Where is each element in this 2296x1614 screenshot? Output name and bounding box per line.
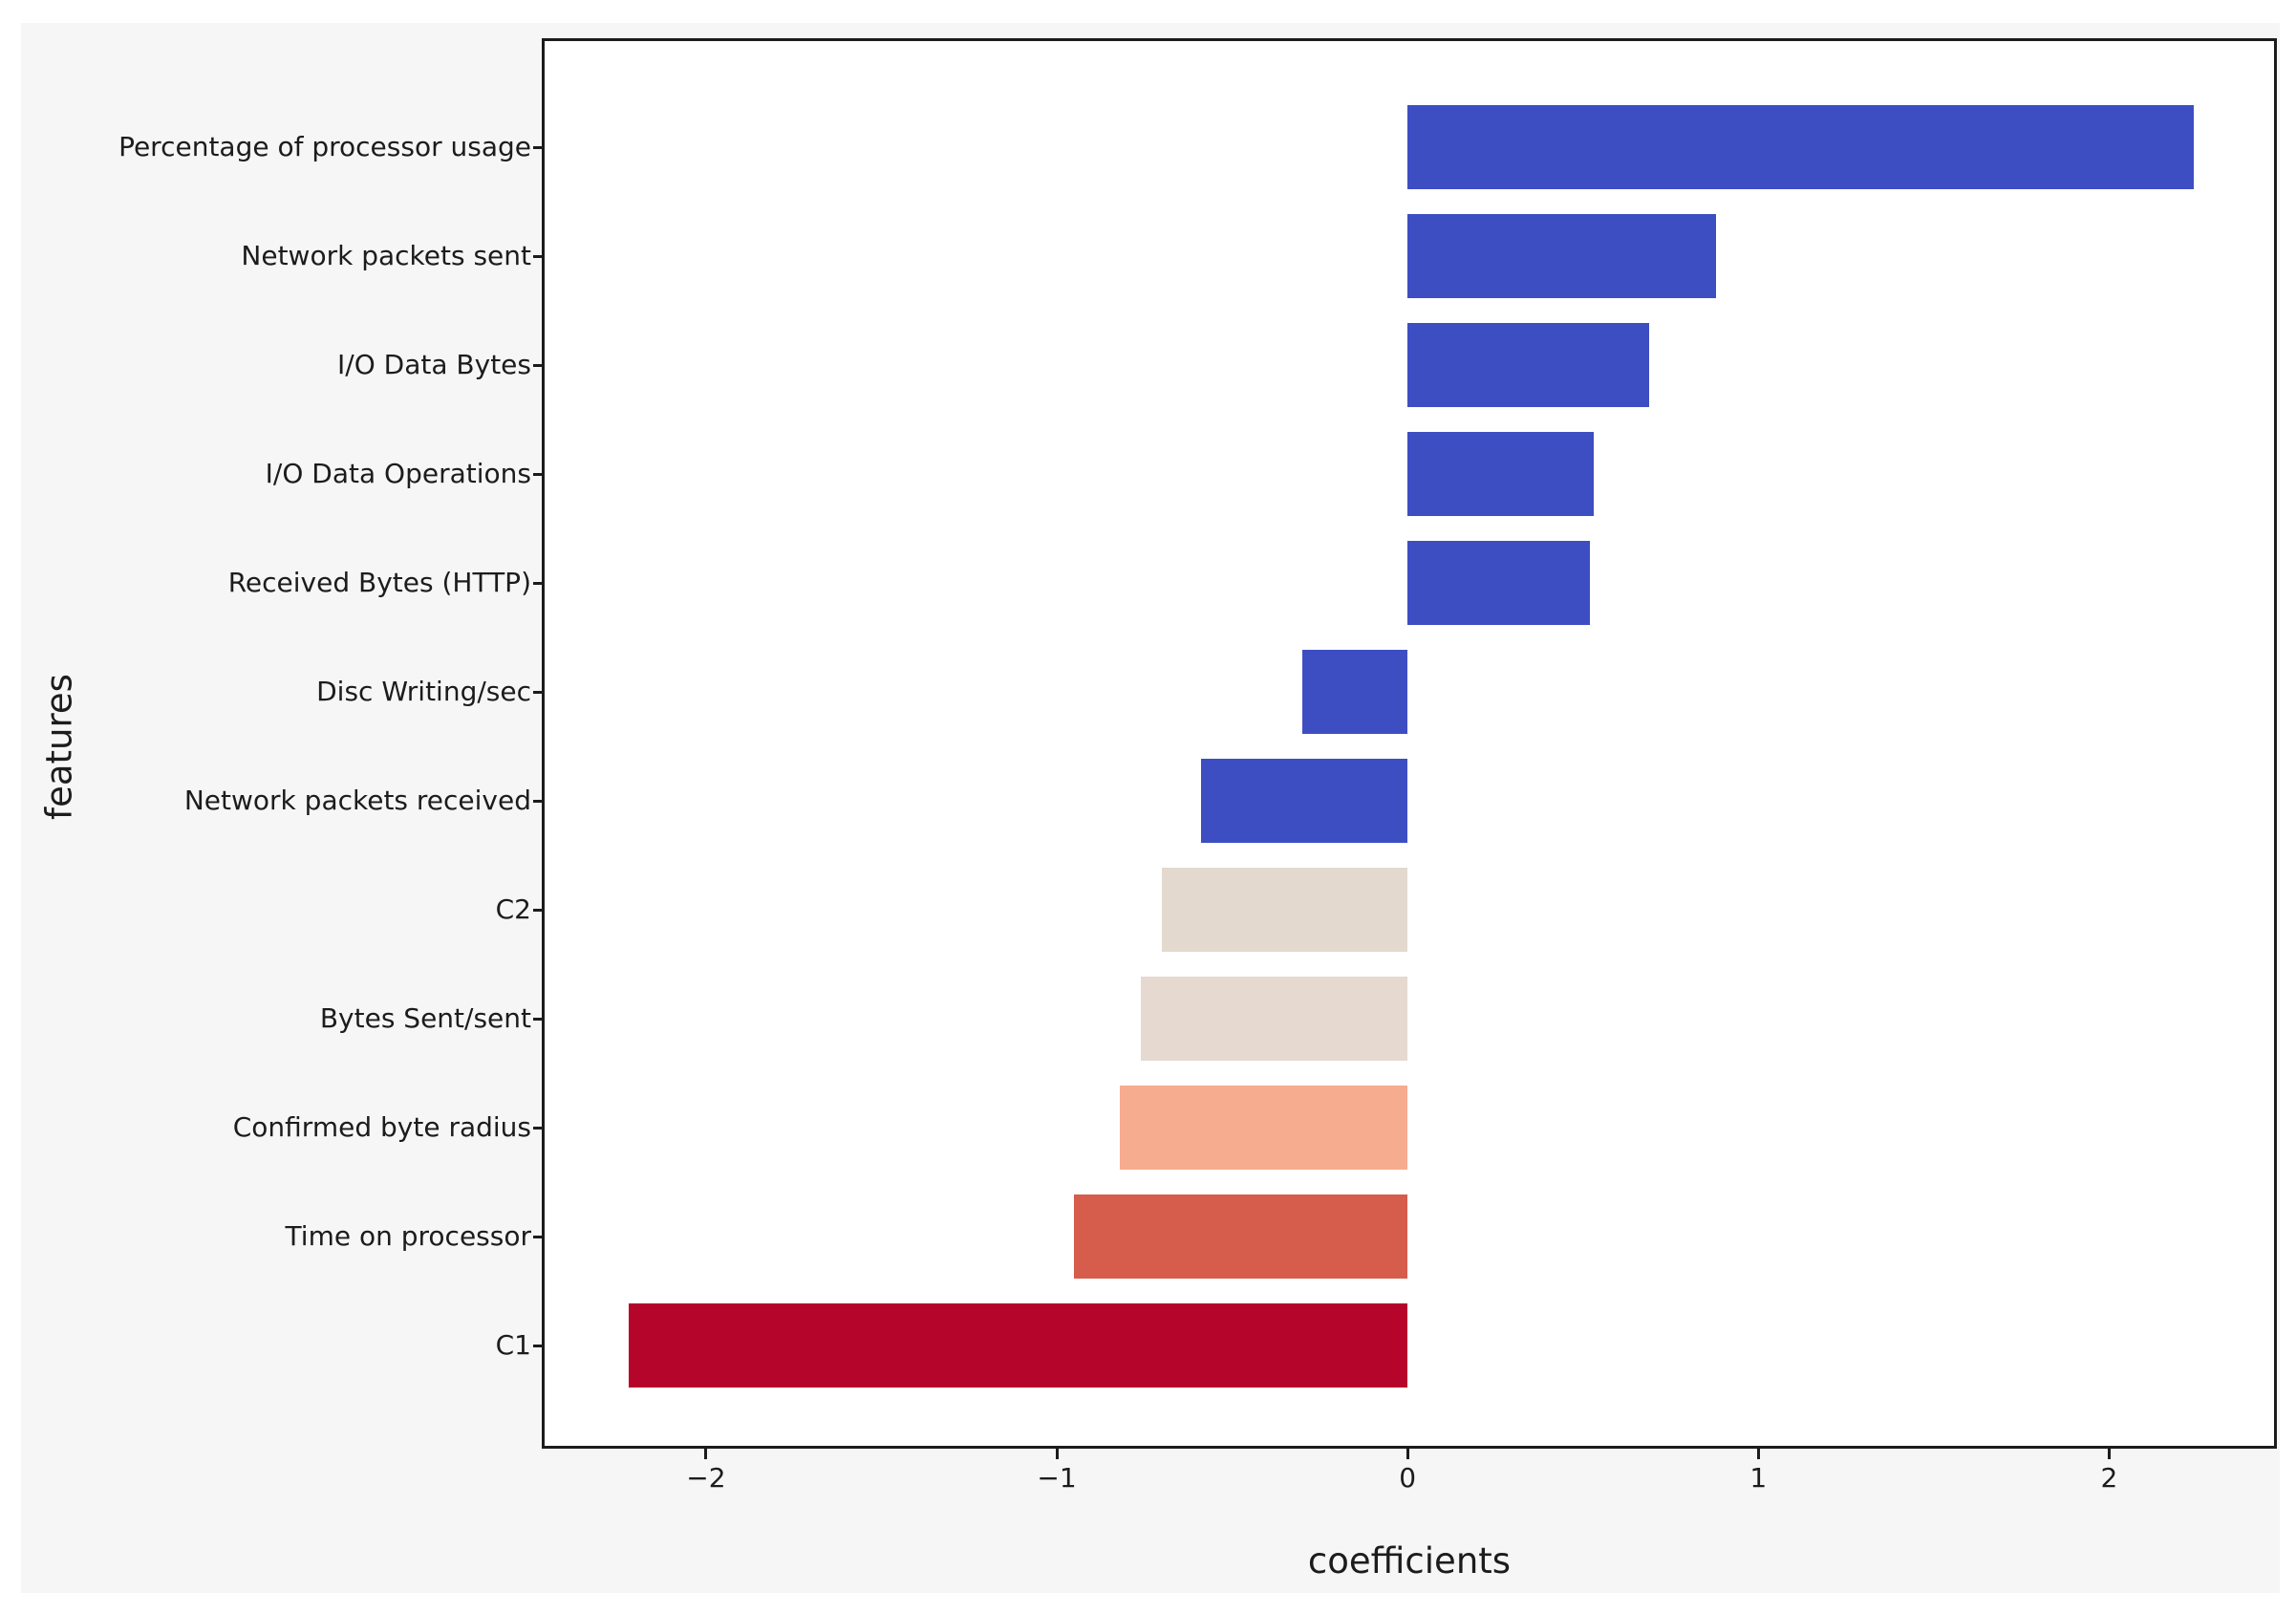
- y-tick-mark: [533, 1127, 545, 1130]
- bar-confirmed-byte-radius: [1120, 1086, 1408, 1170]
- bar-c2: [1162, 868, 1408, 952]
- x-tick-mark: [704, 1448, 708, 1459]
- x-axis-title: coefficients: [1307, 1540, 1512, 1582]
- x-tick-label: 0: [1399, 1462, 1417, 1494]
- bar-i-o-data-bytes: [1407, 323, 1650, 407]
- y-tick-label: I/O Data Operations: [265, 458, 531, 489]
- y-tick-mark: [533, 582, 545, 585]
- y-tick-mark: [533, 1018, 545, 1021]
- y-tick-mark: [533, 691, 545, 694]
- bar-disc-writing-sec: [1302, 650, 1408, 734]
- y-tick-label: Bytes Sent/sent: [319, 1002, 531, 1034]
- x-tick-mark: [1055, 1448, 1059, 1459]
- x-tick-label: 2: [2100, 1462, 2118, 1494]
- x-tick-mark: [1756, 1448, 1760, 1459]
- y-tick-label: Percentage of processor usage: [118, 131, 531, 162]
- x-tick-label: −1: [1037, 1462, 1077, 1494]
- bar-received-bytes-http: [1407, 541, 1591, 625]
- y-tick-label: Network packets received: [183, 785, 531, 816]
- y-tick-label: Network packets sent: [241, 240, 531, 271]
- bar-time-on-processor: [1074, 1194, 1408, 1279]
- figure-background: Percentage of processor usage Network pac…: [21, 23, 2280, 1593]
- y-tick-mark: [533, 473, 545, 476]
- bar-percentage-of-processor-usage: [1407, 105, 2194, 189]
- x-tick-mark: [1405, 1448, 1409, 1459]
- x-tick-label: −2: [686, 1462, 726, 1494]
- bar-network-packets-received: [1200, 759, 1408, 843]
- y-tick-mark: [533, 1236, 545, 1238]
- y-tick-label: C2: [495, 893, 531, 925]
- y-tick-mark: [533, 146, 545, 149]
- y-tick-label: Received Bytes (HTTP): [227, 567, 531, 598]
- y-tick-mark: [533, 909, 545, 912]
- y-tick-mark: [533, 364, 545, 367]
- x-tick-label: 1: [1749, 1462, 1768, 1494]
- bar-network-packets-sent: [1407, 214, 1717, 298]
- bar-bytes-sent-sent: [1141, 977, 1408, 1061]
- bar-i-o-data-operations: [1407, 432, 1594, 516]
- y-tick-label: I/O Data Bytes: [337, 349, 531, 380]
- plot-area: [542, 38, 2277, 1449]
- y-tick-label: Time on processor: [285, 1220, 531, 1252]
- y-tick-mark: [533, 1345, 545, 1347]
- y-axis-title: features: [38, 674, 80, 820]
- y-tick-mark: [533, 255, 545, 258]
- y-tick-mark: [533, 800, 545, 803]
- y-tick-label: Disc Writing/sec: [316, 676, 531, 707]
- x-tick-mark: [2107, 1448, 2111, 1459]
- y-tick-label: Confirmed byte radius: [232, 1111, 531, 1143]
- bar-c1: [629, 1303, 1408, 1388]
- y-tick-label: C1: [495, 1329, 531, 1361]
